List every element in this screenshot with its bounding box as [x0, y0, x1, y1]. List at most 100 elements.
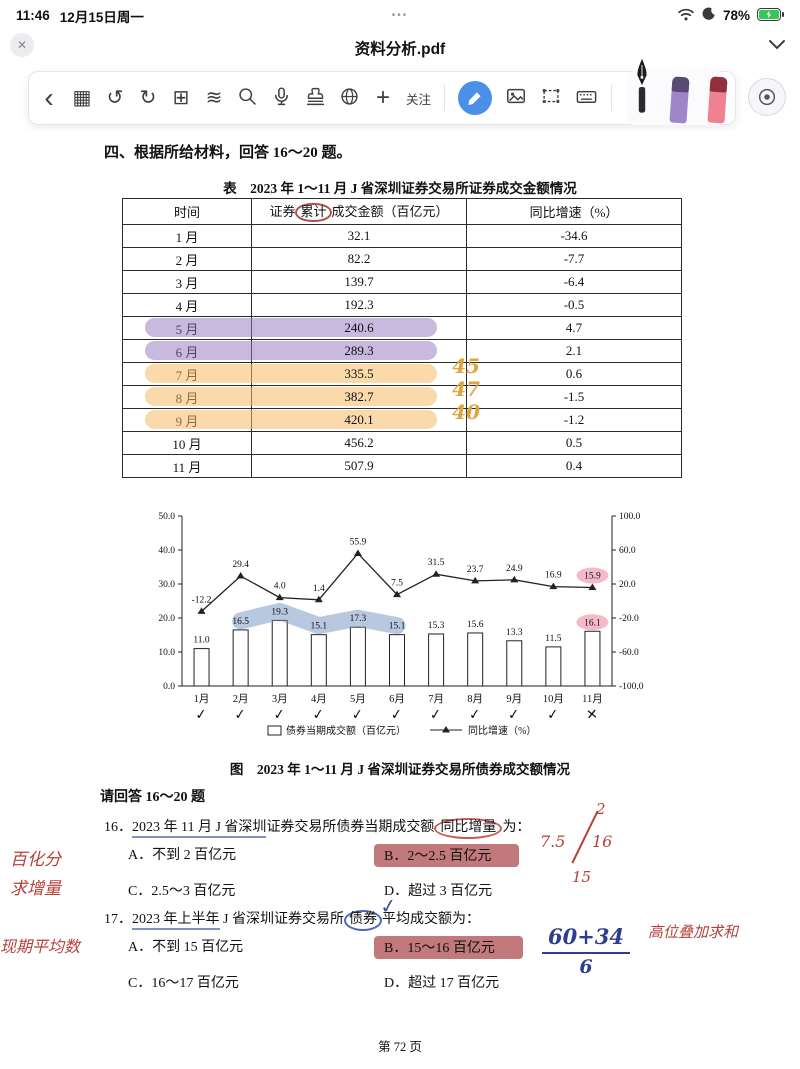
- image-tool-button[interactable]: [505, 85, 527, 111]
- table-cell-month: 6 月: [122, 339, 437, 363]
- web-button[interactable]: [339, 86, 360, 111]
- svg-text:同比增速（%）: 同比增速（%）: [468, 724, 536, 737]
- follow-label[interactable]: 关注: [406, 92, 432, 107]
- svg-text:✓: ✓: [234, 707, 247, 723]
- assistant-button[interactable]: [748, 78, 786, 116]
- stamp-button[interactable]: [305, 86, 326, 111]
- pen-tool-button-selected[interactable]: [457, 81, 492, 115]
- handwritten-check-q17: ✓: [378, 892, 399, 920]
- undo-button[interactable]: ↺: [106, 87, 124, 109]
- back-button[interactable]: ‹: [39, 84, 59, 112]
- table-cell-growth: -7.7: [466, 247, 682, 271]
- stem-text: 为：: [502, 820, 531, 835]
- table-row: 6 月 289.3 2.1: [122, 339, 682, 363]
- pen-tray[interactable]: [626, 58, 728, 125]
- table-cell-amount: 82.2: [251, 247, 467, 271]
- svg-text:16.5: 16.5: [232, 617, 249, 627]
- svg-text:15.6: 15.6: [467, 620, 484, 630]
- svg-text:40.0: 40.0: [158, 546, 175, 556]
- svg-text:11.5: 11.5: [545, 634, 562, 644]
- layers-button[interactable]: ≋: [205, 87, 223, 109]
- handwritten-calc-q16: 2 7.5 16 15: [538, 800, 628, 900]
- question-16-options: A．不到 2 百亿元 B．2～2.5 百亿元 C．2.5～3 百亿元 D．超过 3 百…: [128, 844, 598, 900]
- bond-chart: 0.0 10.0 20.0 30.0 40.0 50.0 -100.0 -60.0 -20.0 2…: [130, 500, 670, 752]
- svg-text:29.4: 29.4: [232, 560, 249, 570]
- svg-text:4月: 4月: [311, 693, 327, 705]
- svg-text:19.3: 19.3: [271, 607, 288, 617]
- table-row: 4 月 192.3 -0.5: [122, 293, 682, 317]
- svg-text:20.0: 20.0: [619, 580, 636, 590]
- toolbar-panel: ‹ ▦ ↺ ↻ ⊞ ≋ + 关注: [28, 58, 736, 125]
- svg-text:15.9: 15.9: [584, 571, 601, 581]
- svg-text:5月: 5月: [350, 693, 366, 705]
- table-cell-month: 3 月: [122, 270, 252, 294]
- keyboard-button[interactable]: [575, 85, 598, 112]
- svg-text:16.1: 16.1: [584, 618, 601, 628]
- table-header-row: 时间 证券 累计 成交金额（百亿元） 同比增速（%）: [122, 198, 682, 225]
- svg-text:15.1: 15.1: [311, 622, 328, 632]
- microphone-button[interactable]: [271, 86, 292, 111]
- table-cell-growth: 0.5: [466, 431, 682, 455]
- table-cell-growth: -1.2: [466, 408, 682, 432]
- table-cell-amount: 420.1 40: [251, 400, 480, 432]
- add-annotation-button[interactable]: +: [373, 86, 393, 110]
- svg-text:8月: 8月: [467, 693, 483, 705]
- blue-underline-annotation: 2023 年上半年: [132, 912, 220, 930]
- svg-text:✓: ✓: [468, 707, 481, 723]
- svg-text:31.5: 31.5: [428, 558, 445, 568]
- multitask-dots[interactable]: •••: [391, 10, 409, 21]
- clock: 11:46: [16, 8, 50, 23]
- table-cell-month: 1 月: [122, 224, 252, 248]
- add-page-button[interactable]: ⊞: [172, 87, 190, 109]
- amount-header-pre: 证券: [269, 203, 296, 219]
- svg-text:30.0: 30.0: [158, 580, 175, 590]
- handwritten-note-q16-technique: 百化分: [10, 850, 61, 870]
- pdf-page[interactable]: 四、根据所给材料，回答 16～20 题。 表 2023 年 1～11 月 J 省…: [0, 131, 800, 1069]
- table-cell-month: 8 月: [122, 385, 437, 409]
- chevron-down-icon[interactable]: [768, 38, 786, 53]
- svg-text:✓: ✓: [507, 707, 520, 723]
- svg-text:-20.0: -20.0: [619, 614, 639, 624]
- table-row: 5 月 240.6 4.7: [122, 316, 682, 340]
- close-button[interactable]: ✕: [10, 33, 34, 57]
- table-cell-amount: 335.5 45: [251, 354, 480, 386]
- table-cell-growth: -1.5: [466, 385, 682, 409]
- calc-denominator: 16: [592, 832, 613, 851]
- stem-text: 证券交易所债券当期成交额: [266, 820, 435, 835]
- text-select-tool-button[interactable]: [540, 85, 562, 111]
- data-table: 时间 证券 累计 成交金额（百亿元） 同比增速（%） 1 月 32.1 -34.6 2 月…: [122, 198, 682, 478]
- table-cell-month: 5 月: [122, 316, 437, 340]
- svg-text:✓: ✓: [195, 707, 208, 723]
- calc-denominator: 6: [579, 956, 593, 978]
- question-number: 16．: [104, 820, 132, 835]
- question-16-stem: 16．2023 年 11 月 J 省深圳证券交易所债券当期成交额 同比增量 为：: [104, 816, 531, 839]
- table-row: 3 月 139.7 -6.4: [122, 270, 682, 294]
- table-cell-growth: 0.6: [466, 362, 682, 386]
- svg-text:50.0: 50.0: [158, 512, 175, 522]
- calc-numerator: 7.5: [540, 832, 566, 851]
- handwritten-number-note: 45: [452, 354, 480, 378]
- grid-view-button[interactable]: ▦: [72, 87, 92, 109]
- toolbar: ‹ ▦ ↺ ↻ ⊞ ≋ + 关注: [0, 58, 800, 132]
- svg-text:55.9: 55.9: [350, 537, 367, 547]
- search-button[interactable]: [237, 86, 258, 111]
- svg-text:60.0: 60.0: [619, 546, 636, 556]
- svg-text:-100.0: -100.0: [619, 682, 644, 692]
- svg-text:✓: ✓: [351, 707, 364, 723]
- svg-text:✓: ✓: [273, 707, 286, 723]
- svg-text:-60.0: -60.0: [619, 648, 639, 658]
- table-row: 8 月 382.7 47 -1.5: [122, 377, 682, 409]
- table-cell-amount: 240.6: [251, 316, 467, 340]
- table-cell-month: 4 月: [122, 293, 252, 317]
- question-number: 17．: [104, 912, 132, 927]
- svg-text:-12.2: -12.2: [192, 595, 212, 605]
- redo-button[interactable]: ↻: [139, 87, 157, 109]
- table-cell-month: 10 月: [122, 431, 252, 455]
- table-cell-amount: 289.3: [251, 339, 467, 363]
- svg-text:7月: 7月: [428, 693, 444, 705]
- battery-percent: 78%: [722, 8, 750, 23]
- option-D: D．超过 17 百亿元: [384, 976, 500, 991]
- page-number: 第 72 页: [378, 1040, 422, 1054]
- date: 12月15日周一: [59, 9, 144, 25]
- table-cell-amount: 32.1: [251, 224, 467, 248]
